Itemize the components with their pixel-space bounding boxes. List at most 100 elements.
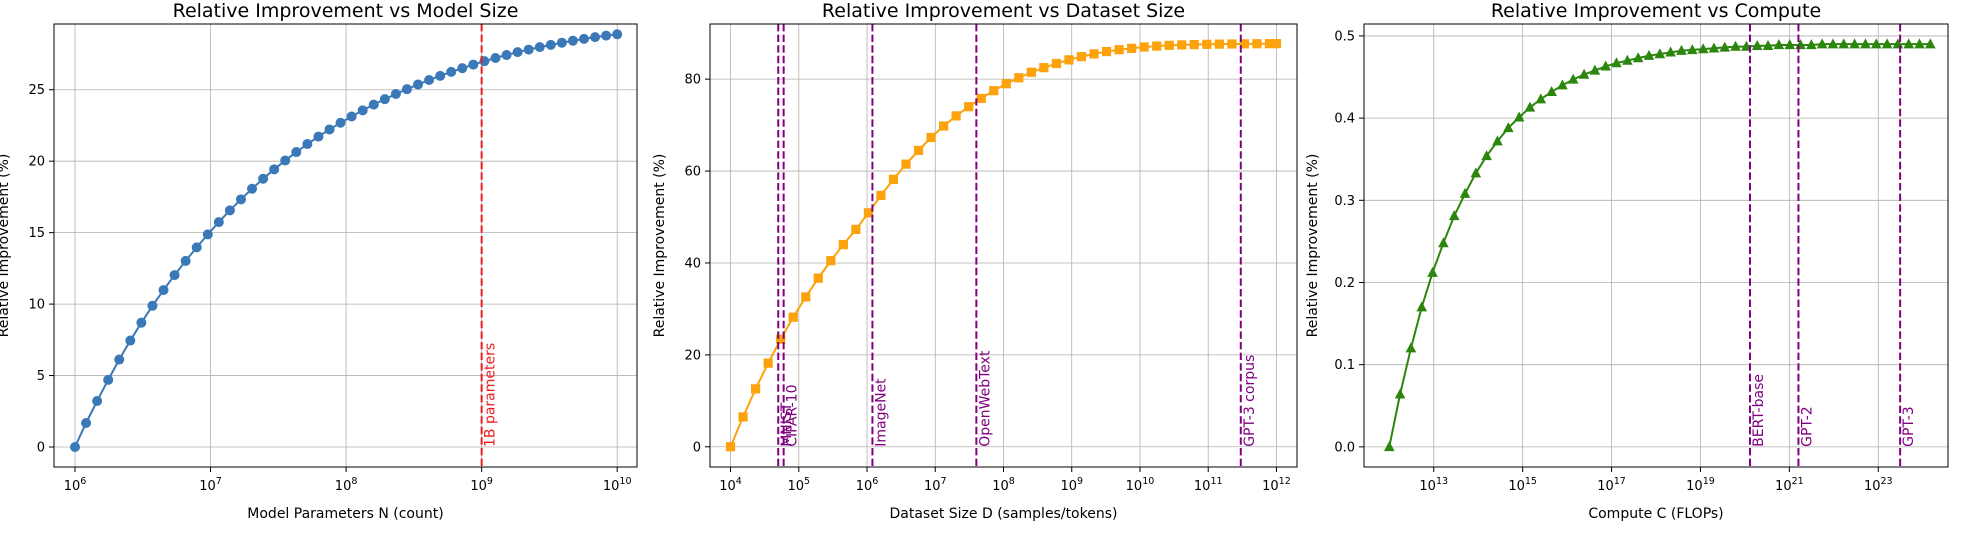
data-point: [989, 86, 999, 96]
plot-area: [69, 29, 623, 452]
x-tick-base: 10: [719, 479, 736, 494]
data-point: [1152, 41, 1162, 51]
data-point: [213, 217, 224, 228]
data-point: [1838, 38, 1850, 49]
y-tick-label: 5: [37, 369, 45, 384]
reference-line-label: CIFAR-10: [785, 384, 801, 446]
data-point: [788, 312, 798, 322]
x-tick-base: 10: [1775, 479, 1792, 494]
data-point: [567, 35, 578, 46]
x-tick-label: 1010: [603, 476, 632, 494]
data-point: [1101, 46, 1112, 57]
x-tick-exponent: 13: [1436, 476, 1448, 487]
x-tick-exponent: 6: [80, 476, 86, 487]
x-tick-exponent: 17: [1614, 476, 1626, 487]
data-point: [1239, 39, 1250, 49]
data-point: [776, 334, 786, 344]
chart-title: Relative Improvement vs Model Size: [173, 0, 519, 22]
x-tick-base: 10: [1060, 479, 1077, 494]
x-tick-base: 10: [1126, 479, 1143, 494]
data-point: [291, 147, 302, 158]
data-point: [280, 155, 291, 166]
data-point: [1448, 210, 1460, 221]
data-point: [69, 441, 80, 452]
data-point: [202, 229, 213, 240]
data-point: [1459, 187, 1471, 198]
y-tick-label: 0.4: [1334, 112, 1355, 127]
x-tick-base: 10: [1597, 479, 1614, 494]
data-point: [224, 205, 235, 216]
data-point: [1643, 49, 1655, 60]
x-tick-exponent: 9: [1077, 476, 1083, 487]
data-point: [1427, 266, 1438, 277]
y-tick-label: 20: [28, 155, 45, 170]
x-tick-exponent: 12: [1279, 476, 1291, 487]
data-point: [247, 183, 258, 194]
data-point: [1557, 79, 1568, 90]
data-point: [1139, 42, 1149, 52]
x-tick-base: 10: [1419, 479, 1436, 494]
x-tick-exponent: 5: [804, 476, 810, 487]
data-point: [1438, 237, 1449, 248]
series-line: [1388, 43, 1931, 448]
data-point: [523, 44, 534, 55]
x-tick-label: 1015: [1508, 476, 1537, 494]
data-point: [435, 70, 446, 81]
x-tick-exponent: 8: [1009, 476, 1015, 487]
x-tick-exponent: 7: [216, 476, 222, 487]
chart-title: Relative Improvement vs Dataset Size: [822, 0, 1185, 22]
data-point: [1001, 79, 1011, 89]
x-tick-label: 104: [719, 476, 742, 494]
x-tick-exponent: 11: [1210, 476, 1222, 487]
data-point: [390, 89, 401, 100]
data-point: [1177, 40, 1187, 50]
plot-area: [1383, 38, 1936, 452]
data-point: [446, 66, 457, 77]
data-point: [114, 354, 125, 365]
data-point: [379, 94, 390, 105]
axes-frame: [53, 23, 638, 468]
data-point: [1189, 39, 1199, 50]
y-tick-label: 20: [684, 348, 701, 363]
data-point: [1665, 46, 1676, 57]
data-point: [1762, 39, 1774, 50]
reference-line-label: OpenWebText: [977, 350, 993, 447]
x-tick-base: 10: [856, 479, 873, 494]
x-tick-base: 10: [1864, 479, 1881, 494]
x-tick-label: 1013: [1419, 476, 1448, 494]
x-tick-exponent: 6: [872, 476, 878, 487]
data-point: [751, 384, 761, 394]
data-point: [826, 256, 836, 266]
data-point: [1064, 55, 1074, 65]
data-point: [313, 131, 324, 142]
data-point: [1546, 86, 1557, 97]
data-point: [158, 285, 169, 296]
data-point: [1535, 93, 1547, 104]
data-point: [1708, 42, 1720, 53]
y-axis-label: Relative Improvement (%): [1305, 154, 1321, 338]
y-tick-label: 0.2: [1334, 276, 1355, 291]
data-point: [191, 242, 202, 253]
data-point: [1903, 38, 1915, 49]
x-tick-base: 10: [64, 479, 81, 494]
data-point: [302, 139, 313, 150]
data-point: [1164, 40, 1174, 50]
x-tick-label: 1011: [1194, 476, 1223, 494]
data-point: [1383, 441, 1395, 452]
data-point: [1806, 39, 1817, 50]
x-tick-label: 109: [1060, 476, 1083, 494]
x-tick-base: 10: [199, 479, 216, 494]
x-tick-exponent: 4: [736, 476, 742, 487]
data-point: [1860, 38, 1871, 49]
data-point: [235, 194, 246, 205]
x-axis-label: Model Parameters N (count): [247, 506, 443, 522]
y-tick-label: 0.5: [1334, 29, 1355, 44]
y-tick-label: 80: [684, 73, 701, 88]
data-point: [269, 164, 280, 175]
data-point: [851, 224, 861, 235]
data-point: [147, 300, 158, 311]
data-point: [612, 29, 623, 40]
data-point: [1697, 43, 1709, 54]
